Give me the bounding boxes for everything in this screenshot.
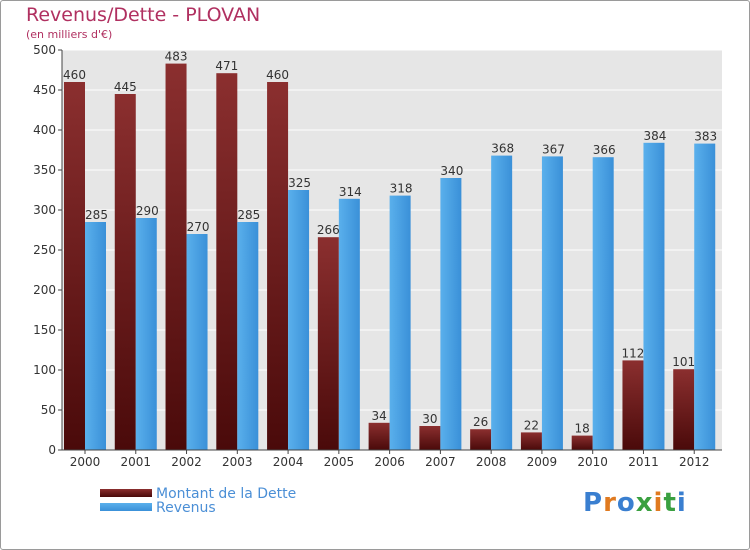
data-label-revenus: 314 xyxy=(339,185,362,199)
data-labels: 460 285 445 290 483 270 471 285 460 325 266 314 34 31… xyxy=(63,50,717,436)
data-label-revenus: 285 xyxy=(237,208,260,222)
bar-debt xyxy=(114,94,136,450)
data-label-revenus: 383 xyxy=(694,130,717,144)
bar-revenus xyxy=(694,143,716,450)
y-tick-label: 0 xyxy=(48,443,56,457)
x-tick-label: 2006 xyxy=(374,455,405,469)
bar-revenus xyxy=(338,198,360,450)
bar-debt xyxy=(622,360,644,450)
x-tick-label: 2012 xyxy=(679,455,710,469)
data-label-debt: 34 xyxy=(371,409,386,423)
y-tick-label: 100 xyxy=(33,363,56,377)
chart-subtitle: (en milliers d'€) xyxy=(26,28,113,41)
data-label-debt: 266 xyxy=(317,223,340,237)
bar-debt xyxy=(571,435,593,450)
bar-debt xyxy=(470,429,492,450)
y-tick-label: 150 xyxy=(33,323,56,337)
bar-debt xyxy=(520,432,542,450)
logo-letter: i xyxy=(676,488,687,518)
data-label-debt: 460 xyxy=(63,68,86,82)
x-tick-label: 2009 xyxy=(527,455,558,469)
bar-debt xyxy=(673,369,695,450)
bar-debt xyxy=(419,426,441,450)
x-tick-label: 2005 xyxy=(324,455,355,469)
bar-revenus xyxy=(491,155,513,450)
axes: 0 50 100 150 200 250 300 350 400 450 500 2000 2001 20… xyxy=(33,43,722,469)
y-tick-label: 500 xyxy=(33,43,56,57)
bar-revenus xyxy=(135,218,157,450)
bar-debt xyxy=(317,237,339,450)
bar-debt xyxy=(267,82,289,450)
data-label-revenus: 368 xyxy=(491,142,514,156)
bar-revenus xyxy=(237,222,259,450)
bar-revenus xyxy=(440,178,462,450)
legend-label-debt: Montant de la Dette xyxy=(156,486,297,502)
data-label-debt: 471 xyxy=(215,59,238,73)
y-tick-label: 250 xyxy=(33,243,56,257)
data-label-debt: 445 xyxy=(114,80,137,94)
legend-swatch-debt xyxy=(100,489,152,497)
data-label-revenus: 384 xyxy=(644,129,667,143)
data-label-debt: 101 xyxy=(672,355,695,369)
x-tick-label: 2011 xyxy=(628,455,659,469)
data-label-debt: 460 xyxy=(266,68,289,82)
bar-revenus xyxy=(643,142,665,451)
data-label-debt: 112 xyxy=(622,346,645,360)
legend-label-revenus: Revenus xyxy=(156,500,216,516)
data-label-revenus: 325 xyxy=(288,176,311,190)
data-label-debt: 26 xyxy=(473,415,488,429)
y-tick-label: 400 xyxy=(33,123,56,137)
y-tick-label: 450 xyxy=(33,83,56,97)
data-label-revenus: 367 xyxy=(542,142,565,156)
bar-debt xyxy=(216,73,238,450)
y-tick-label: 200 xyxy=(33,283,56,297)
x-tick-label: 2001 xyxy=(120,455,151,469)
x-tick-label: 2000 xyxy=(70,455,101,469)
data-label-debt: 18 xyxy=(575,422,590,436)
x-tick-label: 2002 xyxy=(171,455,202,469)
logo-letter: o xyxy=(616,488,636,518)
bar-debt xyxy=(368,422,390,450)
x-tick-label: 2010 xyxy=(577,455,608,469)
data-label-revenus: 285 xyxy=(85,208,108,222)
bar-debt xyxy=(165,63,187,450)
logo-letter: x xyxy=(635,488,654,518)
data-label-revenus: 290 xyxy=(136,204,159,218)
data-label-revenus: 318 xyxy=(390,182,413,196)
bar-debt xyxy=(64,82,85,450)
x-tick-label: 2003 xyxy=(222,455,253,469)
logo-letter: P xyxy=(583,488,604,518)
y-tick-label: 300 xyxy=(33,203,56,217)
bar-revenus xyxy=(389,195,411,450)
bar-revenus xyxy=(85,222,106,450)
bars xyxy=(64,63,716,451)
bar-revenus xyxy=(186,234,208,450)
y-tick-label: 50 xyxy=(41,403,56,417)
data-label-debt: 30 xyxy=(422,412,437,426)
x-tick-label: 2007 xyxy=(425,455,456,469)
x-tick-label: 2004 xyxy=(273,455,304,469)
data-label-revenus: 366 xyxy=(593,143,616,157)
logo-letter: r xyxy=(603,488,617,518)
data-label-debt: 22 xyxy=(524,418,539,432)
logo-letter: i xyxy=(653,488,664,518)
legend-swatch-revenus xyxy=(100,503,152,511)
data-label-revenus: 270 xyxy=(187,220,210,234)
bar-revenus xyxy=(288,190,310,450)
y-tick-label: 350 xyxy=(33,163,56,177)
data-label-debt: 483 xyxy=(165,50,188,64)
chart-title: Revenus/Dette - PLOVAN xyxy=(26,4,261,26)
x-tick-label: 2008 xyxy=(476,455,507,469)
proxiti-logo: Proxiti xyxy=(583,488,687,518)
data-label-revenus: 340 xyxy=(440,164,463,178)
bar-revenus xyxy=(541,156,563,450)
bar-revenus xyxy=(592,157,614,450)
logo-letter: t xyxy=(663,488,677,518)
